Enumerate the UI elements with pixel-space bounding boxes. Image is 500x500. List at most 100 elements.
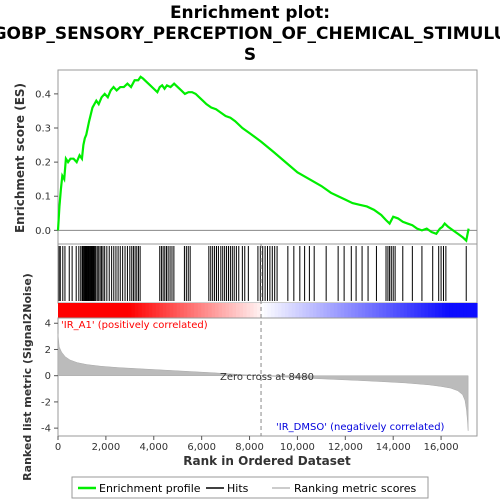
color-bar-segment bbox=[288, 303, 293, 318]
es-y-axis-label: Enrichment score (ES) bbox=[13, 83, 27, 233]
color-bar-segment bbox=[438, 303, 443, 318]
color-bar-segment bbox=[358, 303, 363, 318]
color-bar-segment bbox=[445, 303, 450, 318]
color-bar-segment bbox=[169, 303, 174, 318]
color-bar-segment bbox=[382, 303, 387, 318]
color-bar-segment bbox=[131, 303, 136, 318]
color-bar-segment bbox=[243, 303, 248, 318]
color-bar-segment bbox=[463, 303, 468, 318]
color-bar-segment bbox=[85, 303, 91, 318]
es-panel-frame bbox=[57, 69, 478, 245]
color-bar-segment bbox=[449, 303, 454, 318]
color-bar-segment bbox=[435, 303, 440, 318]
color-bar-segment bbox=[173, 303, 178, 318]
color-bar-segment bbox=[267, 303, 272, 318]
color-bar-segment bbox=[124, 303, 129, 318]
color-bar-segment bbox=[201, 303, 206, 318]
es-y-tick-label: 0.3 bbox=[35, 124, 51, 135]
color-bar-segment bbox=[127, 303, 132, 318]
color-bar-segment bbox=[428, 303, 433, 318]
color-bar-segment bbox=[260, 303, 265, 318]
color-bar-segment bbox=[459, 303, 464, 318]
metric-y-axis-label: Ranked list metric (Signal2Noise) bbox=[21, 273, 34, 481]
color-bar-segment bbox=[421, 303, 426, 318]
color-bar-segment bbox=[68, 303, 73, 318]
color-bar-segment bbox=[208, 303, 213, 318]
color-bar-segment bbox=[340, 303, 345, 318]
color-bar-segment bbox=[96, 303, 101, 318]
color-bar-segment bbox=[456, 303, 461, 318]
color-bar-segment bbox=[218, 303, 223, 318]
color-bar-segment bbox=[106, 303, 111, 318]
color-bar-segment bbox=[470, 303, 475, 318]
rank-color-bar bbox=[58, 303, 478, 318]
color-bar-segment bbox=[281, 303, 286, 318]
color-bar-segment bbox=[270, 303, 276, 318]
color-bar-segment bbox=[183, 303, 188, 318]
color-bar-segment bbox=[225, 303, 230, 318]
color-bar-segment bbox=[162, 303, 167, 318]
x-tick-label: 12,000 bbox=[328, 442, 363, 453]
color-bar-segment bbox=[141, 303, 146, 318]
color-bar-segment bbox=[466, 303, 471, 318]
color-bar-segment bbox=[264, 303, 269, 318]
color-bar-segment bbox=[120, 303, 125, 318]
color-bar-segment bbox=[351, 303, 356, 318]
color-bar-segment bbox=[291, 303, 297, 318]
color-bar-segment bbox=[333, 303, 338, 318]
color-bar-segment bbox=[61, 303, 66, 318]
color-bar-segment bbox=[103, 303, 108, 318]
es-y-ticks: 0.0 0.1 0.2 0.3 0.4 bbox=[35, 89, 58, 237]
color-bar-segment bbox=[326, 303, 331, 318]
color-bar-segment bbox=[407, 303, 412, 318]
color-bar-segment bbox=[78, 303, 84, 318]
color-bar-segment bbox=[312, 303, 317, 318]
legend-box bbox=[71, 476, 429, 499]
color-bar-segment bbox=[442, 303, 447, 318]
color-bar-segment bbox=[253, 303, 258, 318]
color-bar-segment bbox=[187, 303, 192, 318]
x-tick-label: 14,000 bbox=[376, 442, 411, 453]
ranking-metric-area bbox=[57, 333, 469, 431]
color-bar-segment bbox=[138, 303, 143, 318]
metric-y-tick-label: -4 bbox=[41, 424, 51, 435]
metric-y-tick-label: 4 bbox=[45, 319, 51, 330]
color-bar-segment bbox=[330, 303, 335, 318]
x-tick-label: 4,000 bbox=[139, 442, 168, 453]
color-bar-segment bbox=[194, 303, 199, 318]
color-bar-segment bbox=[58, 303, 63, 318]
color-bar-segment bbox=[176, 303, 181, 318]
color-bar-segment bbox=[134, 303, 139, 318]
color-bar-segment bbox=[99, 303, 104, 318]
es-y-tick-label: 0.1 bbox=[35, 192, 51, 203]
color-bar-segment bbox=[190, 303, 195, 318]
color-bar-segment bbox=[473, 303, 478, 318]
color-bar-segment bbox=[215, 303, 220, 318]
color-bar-segment bbox=[344, 303, 349, 318]
x-tick-label: 6,000 bbox=[187, 442, 216, 453]
color-bar-segment bbox=[159, 303, 164, 318]
legend-es-label: Enrichment profile bbox=[99, 482, 201, 495]
color-bar-segment bbox=[180, 303, 185, 318]
color-bar-segment bbox=[274, 303, 279, 318]
color-bar-segment bbox=[316, 303, 321, 318]
legend-hits-label: Hits bbox=[227, 482, 249, 495]
color-bar-segment bbox=[75, 303, 80, 318]
color-bar-segment bbox=[155, 303, 160, 318]
es-y-tick-label: 0.2 bbox=[35, 158, 51, 169]
color-bar-segment bbox=[145, 303, 150, 318]
color-bar-segment bbox=[379, 303, 384, 318]
color-bar-segment bbox=[257, 303, 262, 318]
x-ticks: 0 2,000 4,000 6,000 8,000 10,000 12,000 14,000 1… bbox=[55, 436, 459, 453]
color-bar-segment bbox=[309, 303, 314, 318]
color-bar-segment bbox=[361, 303, 366, 318]
color-bar-segment bbox=[414, 303, 419, 318]
color-bar-segment bbox=[148, 303, 153, 318]
color-bar-segment bbox=[246, 303, 251, 318]
chart-title-line-1: Enrichment plot: bbox=[170, 3, 330, 23]
color-bar-segment bbox=[337, 303, 342, 318]
zero-cross-label: Zero cross at 8480 bbox=[220, 372, 314, 383]
metric-y-tick-label: 2 bbox=[45, 345, 51, 356]
color-bar-segment bbox=[117, 303, 122, 318]
color-bar-segment bbox=[197, 303, 202, 318]
